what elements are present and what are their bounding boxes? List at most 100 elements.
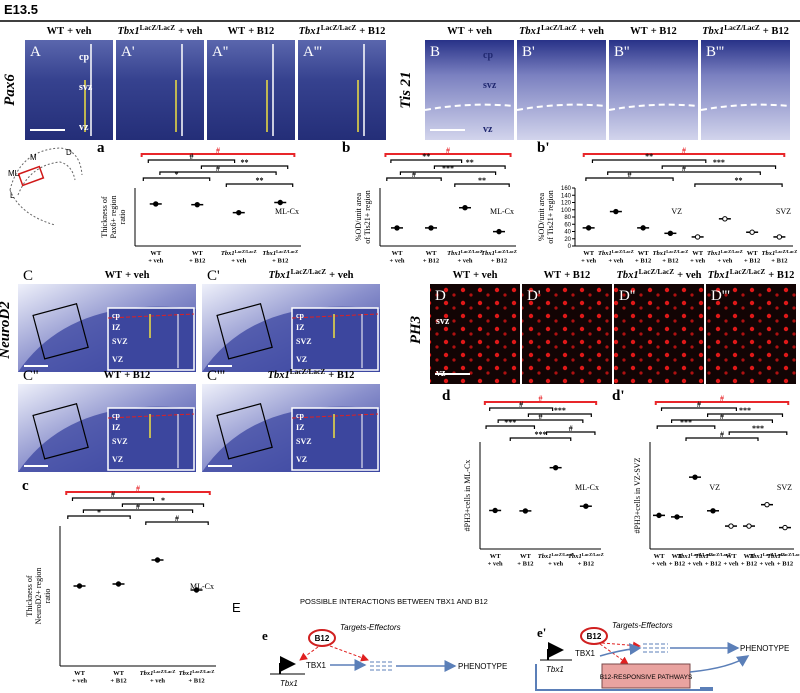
treatment: + B12	[328, 370, 354, 381]
significance-bracket	[386, 177, 442, 181]
significance-label: *	[175, 170, 179, 179]
layer-label: IZ	[112, 323, 120, 332]
mean-point	[76, 583, 83, 589]
condition-label: WT + B12	[104, 370, 151, 381]
allele: LacZ/LacZ	[552, 552, 574, 557]
y-tick-label: 20	[564, 237, 571, 243]
panel-letter: c	[22, 478, 29, 494]
panel-letter: A'''	[303, 44, 322, 60]
micrograph	[207, 40, 295, 140]
genotype: Tbx1	[598, 250, 612, 257]
mean-point	[764, 501, 770, 508]
significance-label: #	[720, 412, 724, 421]
mean-point	[236, 209, 242, 216]
panel-letter: a	[97, 140, 105, 156]
treatment: + B12	[705, 561, 721, 568]
allele: LacZ/LacZ	[495, 249, 517, 254]
diagram-label: M	[30, 153, 37, 162]
condition-label: Tbx1LacZ/LacZ+ B12	[262, 249, 298, 265]
gene-arrow	[547, 642, 564, 660]
roi-box	[32, 403, 89, 460]
treatment: + B12	[189, 258, 205, 265]
mean-point	[154, 557, 161, 563]
panel-letter: C''	[23, 368, 39, 384]
condition-label: Tbx1LacZ/LacZ+ B12	[702, 23, 789, 38]
genotype: Tbx1	[767, 553, 781, 560]
condition-label: WT + B12	[630, 26, 677, 37]
layer-label: VZ	[296, 455, 307, 464]
mean-point	[694, 234, 701, 240]
inset	[291, 407, 379, 471]
treatment: + veh	[231, 258, 246, 265]
treatment: + B12	[423, 258, 439, 265]
significance-bracket	[661, 165, 777, 169]
panel-letter: A	[30, 44, 41, 60]
y-axis-label: %OD/unit area	[354, 192, 363, 241]
condition-label: Tbx1LacZ/LacZ + veh	[598, 249, 634, 265]
treatment: + veh	[329, 270, 354, 281]
mean-point	[656, 512, 662, 519]
treatment: + veh	[580, 26, 605, 37]
panel-letter: C'''	[207, 368, 225, 384]
mean-point	[194, 201, 200, 208]
condition-label: Tbx1LacZ/LacZ+ B12	[481, 249, 517, 265]
treatment: + B12	[771, 258, 787, 265]
genotype: Tbx1	[616, 270, 638, 281]
significance-bracket	[485, 425, 536, 429]
significance-bracket	[65, 491, 211, 495]
outline	[9, 147, 83, 191]
red-arrow	[329, 645, 369, 662]
allele: LacZ/LacZ	[582, 552, 604, 557]
outcome-label: PHENOTYPE	[740, 644, 789, 653]
panel-letter: A''	[212, 44, 229, 60]
genotype: WT	[583, 250, 595, 257]
genotype: WT	[426, 250, 438, 257]
treatment: + B12	[517, 561, 533, 568]
genotype: WT	[747, 250, 759, 257]
genotype: Tbx1	[447, 250, 461, 257]
significance-bracket	[654, 401, 790, 405]
condition-label: Tbx1LacZ/LacZ+ B12	[268, 367, 355, 382]
mean-point	[674, 514, 680, 520]
genotype: WT	[692, 250, 704, 257]
panel-letter: b	[342, 140, 350, 156]
significance-bracket	[527, 413, 592, 417]
allele: LacZ/LacZ	[724, 23, 760, 32]
allele: LacZ/LacZ	[721, 249, 743, 254]
genotype: Tbx1	[179, 670, 193, 677]
red-arrow	[601, 641, 641, 650]
micrograph	[430, 284, 520, 384]
effectors	[643, 643, 668, 653]
treatment: + veh	[468, 26, 493, 37]
significance-label: #	[720, 394, 724, 403]
layer-label: VZ	[296, 355, 307, 364]
treatment: + veh	[473, 270, 498, 281]
significance-label: *	[161, 496, 165, 505]
panel-letter: C	[23, 268, 33, 284]
genotype: WT	[654, 553, 666, 560]
region-box	[17, 165, 45, 187]
allele: LacZ/LacZ	[666, 249, 688, 254]
significance-bracket	[728, 431, 788, 435]
allele: LacZ/LacZ	[291, 267, 327, 276]
significance-label: #	[539, 412, 543, 421]
mean-point	[522, 508, 529, 514]
mean-point	[492, 507, 498, 514]
mean-point	[640, 225, 646, 231]
mean-point	[692, 474, 698, 480]
genotype: WT	[744, 553, 756, 560]
b12-label: B12	[587, 632, 602, 641]
allele: LacZ/LacZ	[290, 367, 326, 376]
layer-label: svz	[79, 82, 93, 93]
blue-arrow	[599, 643, 642, 657]
treatment: + veh	[651, 561, 666, 568]
mean-point	[667, 230, 674, 237]
micrograph	[425, 40, 514, 140]
treatment: + veh	[178, 26, 203, 37]
b12-label: B12	[315, 634, 330, 643]
treatment: + B12	[669, 561, 685, 568]
genotype: Tbx1	[708, 270, 730, 281]
outline	[9, 189, 56, 226]
pathways-label: B12-RESPONSIVE PATHWAYS	[600, 674, 693, 681]
condition-label: Tbx1LacZ/LacZ+ B12	[695, 552, 731, 568]
